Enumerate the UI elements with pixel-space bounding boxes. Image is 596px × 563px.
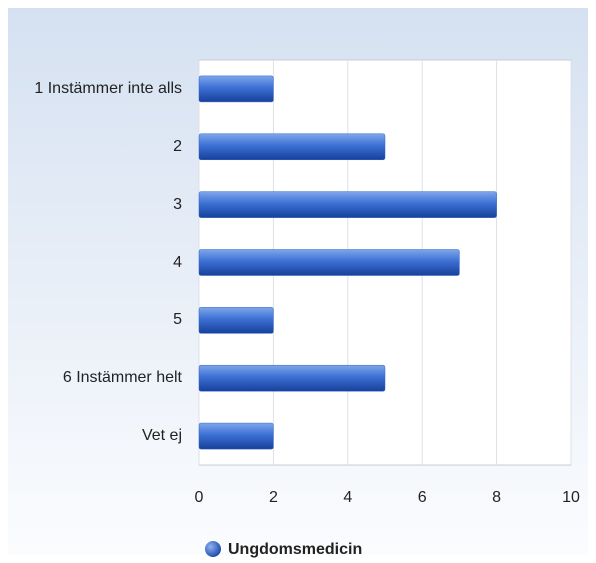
x-tick-label: 8 <box>492 489 501 506</box>
bar <box>198 191 497 218</box>
x-tick-label: 0 <box>195 489 204 506</box>
y-tick-label: 1 Instämmer inte alls <box>34 79 182 97</box>
legend-label: Ungdomsmedicin <box>228 541 362 558</box>
y-tick-label: 2 <box>173 137 182 155</box>
y-tick-label: 6 Instämmer helt <box>62 369 182 387</box>
x-tick-label: 10 <box>562 489 580 506</box>
x-tick-label: 2 <box>269 489 278 506</box>
bar <box>198 364 386 392</box>
bar <box>198 75 274 103</box>
y-tick-label: Vet ej <box>141 427 182 445</box>
legend-marker <box>205 541 221 557</box>
bar <box>198 249 460 276</box>
y-tick-label: 3 <box>173 195 182 213</box>
x-tick-label: 4 <box>343 489 352 506</box>
bar <box>198 422 274 450</box>
y-tick-label: 4 <box>173 253 182 271</box>
bar <box>198 133 386 161</box>
bar <box>198 307 274 334</box>
y-tick-label: 5 <box>173 311 182 329</box>
x-tick-label: 6 <box>418 489 427 506</box>
